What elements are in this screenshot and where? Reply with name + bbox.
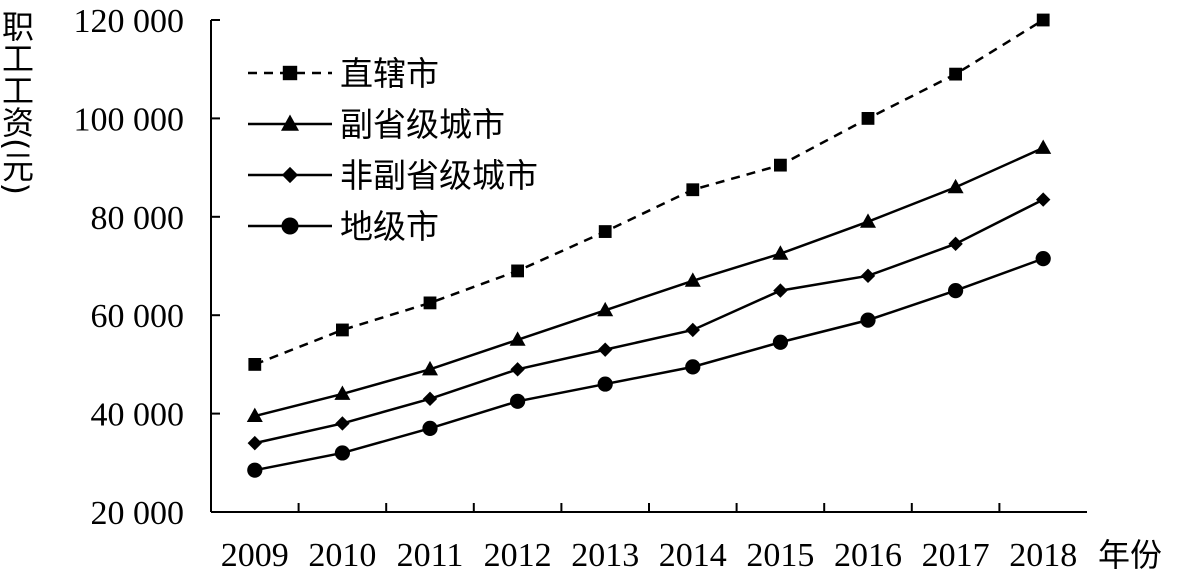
x-tick-label: 2012 xyxy=(484,537,552,574)
y-tick-label: 40 000 xyxy=(91,397,185,434)
y-tick-label: 80 000 xyxy=(91,200,185,237)
legend-item: 直辖市 xyxy=(248,54,439,93)
data-point-circle xyxy=(281,217,299,235)
y-tick-label: 100 000 xyxy=(74,101,185,138)
data-point-circle xyxy=(597,376,613,392)
series-line xyxy=(254,146,1044,418)
data-point-circle xyxy=(1035,251,1051,267)
data-point-triangle xyxy=(246,407,263,423)
data-point-diamond xyxy=(860,268,876,284)
data-point-diamond xyxy=(422,391,438,407)
x-tick-label: 2010 xyxy=(308,537,376,574)
data-point-square xyxy=(282,65,298,81)
data-point-diamond xyxy=(1036,192,1051,207)
data-point-circle xyxy=(247,462,263,478)
x-tick-label: 2009 xyxy=(221,537,289,574)
series-line xyxy=(254,18,1044,366)
data-point-square xyxy=(861,112,875,125)
series-line xyxy=(254,257,1044,472)
data-point-square xyxy=(774,158,787,172)
data-point-diamond xyxy=(685,322,700,338)
data-point-diamond xyxy=(335,416,350,431)
x-tick-label: 2011 xyxy=(397,537,464,574)
legend-item: 非副省级城市 xyxy=(248,156,538,195)
data-point-diamond xyxy=(247,435,262,451)
data-point-square xyxy=(1036,13,1050,27)
x-tick-label: 2016 xyxy=(834,537,902,574)
x-tick-label: 2013 xyxy=(571,537,639,574)
data-point-circle xyxy=(772,334,789,350)
data-point-triangle xyxy=(1035,139,1052,154)
x-tick-label: 2014 xyxy=(659,537,727,574)
series-1 xyxy=(248,13,1050,371)
legend-label: 非副省级城市 xyxy=(340,156,538,195)
data-point-diamond xyxy=(948,236,963,252)
series-line xyxy=(254,198,1044,445)
data-point-square xyxy=(598,225,612,238)
legend-item: 副省级城市 xyxy=(248,105,505,144)
x-tick-label: 2017 xyxy=(922,537,990,574)
data-point-square xyxy=(511,264,524,278)
data-point-triangle xyxy=(334,385,351,400)
data-point-triangle xyxy=(422,360,438,376)
data-point-circle xyxy=(685,359,701,375)
series-3 xyxy=(247,192,1051,451)
data-point-triangle xyxy=(772,245,789,260)
data-point-square xyxy=(949,67,962,81)
x-tick-label: 2018 xyxy=(1009,537,1077,574)
legend-label: 副省级城市 xyxy=(340,105,505,144)
x-tick-label: 2015 xyxy=(746,537,814,574)
y-tick-label: 120 000 xyxy=(74,3,185,40)
data-point-square xyxy=(423,296,437,310)
data-point-square xyxy=(248,358,262,371)
data-point-diamond xyxy=(598,342,613,357)
series-4 xyxy=(247,251,1051,478)
legend-label: 地级市 xyxy=(340,207,439,246)
data-point-triangle xyxy=(597,301,614,317)
data-point-circle xyxy=(422,420,438,436)
data-point-circle xyxy=(860,312,876,328)
legend-item: 地级市 xyxy=(248,207,439,246)
data-point-triangle xyxy=(947,178,964,194)
data-point-circle xyxy=(509,393,526,409)
data-point-square xyxy=(686,183,700,197)
series-2 xyxy=(246,139,1052,423)
data-point-diamond xyxy=(510,362,525,377)
data-point-triangle xyxy=(281,114,299,131)
data-point-diamond xyxy=(281,166,299,184)
data-point-triangle xyxy=(860,213,876,228)
x-axis-label: 年份 xyxy=(1098,536,1162,574)
data-point-circle xyxy=(948,283,964,299)
data-point-triangle xyxy=(509,331,526,346)
y-axis-label: 职工工资(元) xyxy=(0,10,35,195)
data-point-triangle xyxy=(684,272,701,287)
y-tick-label: 60 000 xyxy=(91,298,185,335)
data-point-diamond xyxy=(773,283,788,298)
legend-label: 直辖市 xyxy=(340,54,439,93)
data-point-square xyxy=(336,323,349,337)
data-point-circle xyxy=(334,445,350,461)
y-tick-label: 20 000 xyxy=(91,495,185,532)
